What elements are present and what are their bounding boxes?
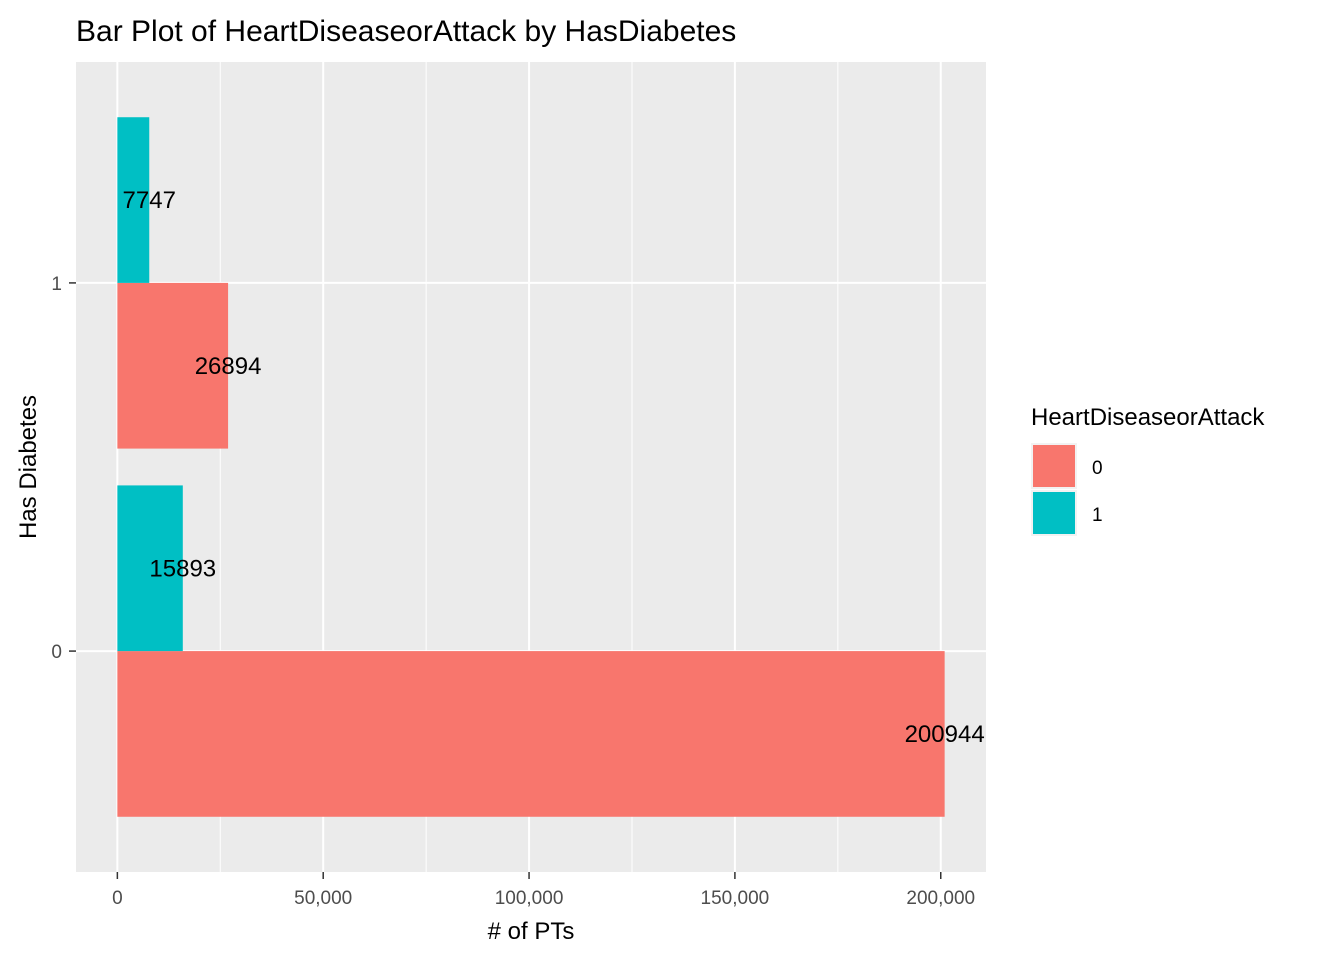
x-axis-title: # of PTs bbox=[488, 918, 575, 945]
legend: HeartDiseaseorAttack 0 1 bbox=[1031, 404, 1265, 536]
bar-value-label: 26894 bbox=[195, 353, 262, 380]
bar-value-label: 15893 bbox=[149, 555, 216, 582]
bar-hd0-diab0 bbox=[117, 651, 945, 817]
legend-label-0: 0 bbox=[1092, 458, 1103, 479]
bar-labels: 200944 15893 26894 7747 bbox=[123, 187, 985, 748]
legend-title: HeartDiseaseorAttack bbox=[1031, 404, 1265, 431]
bar-value-label: 200944 bbox=[905, 721, 985, 748]
y-axis-title: Has Diabetes bbox=[15, 395, 42, 539]
chart-title: Bar Plot of HeartDiseaseorAttack by HasD… bbox=[76, 15, 736, 48]
y-axis: 01 bbox=[51, 274, 76, 663]
bar-hd1-diab1 bbox=[117, 117, 150, 283]
x-tick-label: 0 bbox=[112, 888, 123, 909]
legend-swatch-0 bbox=[1033, 445, 1075, 487]
x-tick-label: 150,000 bbox=[701, 888, 770, 909]
x-tick-label: 50,000 bbox=[294, 888, 352, 909]
x-tick-label: 200,000 bbox=[906, 888, 975, 909]
bar-hd0-diab1 bbox=[117, 282, 229, 449]
bars bbox=[117, 117, 945, 817]
legend-label-1: 1 bbox=[1092, 505, 1103, 526]
bar-hd1-diab0 bbox=[117, 485, 183, 652]
bar-value-label: 7747 bbox=[123, 187, 176, 214]
legend-swatch-1 bbox=[1033, 492, 1075, 534]
y-tick-label: 0 bbox=[51, 642, 62, 663]
y-tick-label: 1 bbox=[51, 274, 62, 295]
x-axis: 0 50,000 100,000 150,000 200,000 bbox=[112, 872, 975, 909]
x-tick-label: 100,000 bbox=[495, 888, 564, 909]
